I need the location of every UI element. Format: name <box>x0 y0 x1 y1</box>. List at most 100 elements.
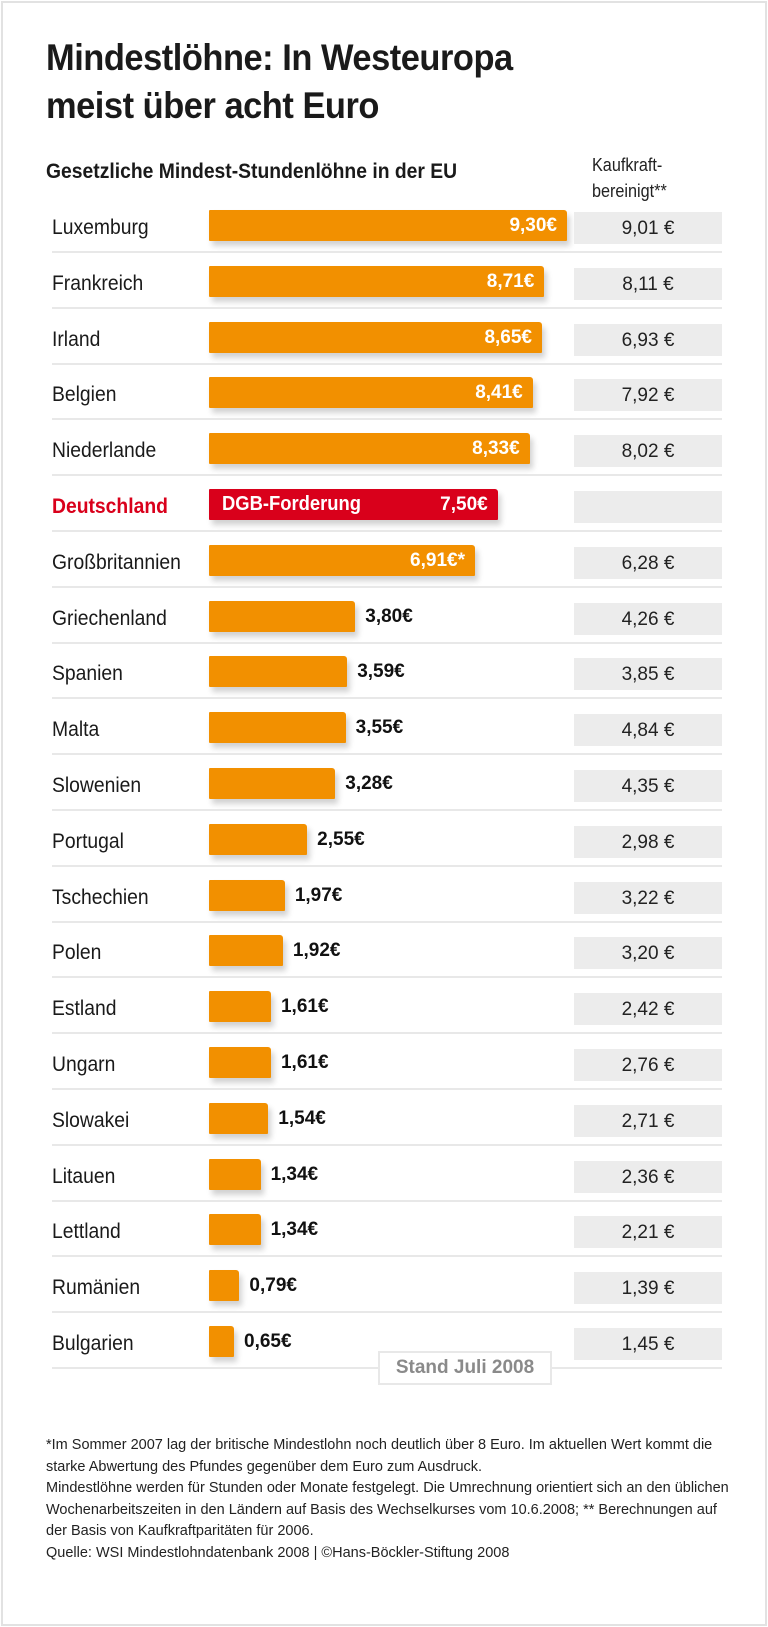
bar-row: Deutschland DGB-Forderung 7,50€ <box>0 480 768 536</box>
country-label: Tschechien <box>52 885 149 909</box>
country-label: Estland <box>52 997 117 1021</box>
ppp-value: 4,35 € <box>574 770 722 802</box>
row-separator <box>52 753 722 756</box>
bar <box>209 544 475 576</box>
ppp-value: 3,20 € <box>574 937 722 970</box>
value-label: 0,65€ <box>244 1331 292 1352</box>
ppp-value: 6,28 € <box>574 546 722 579</box>
row-separator <box>52 1255 722 1258</box>
chart-title: Mindestlöhne: In Westeuropa meist über a… <box>46 34 513 130</box>
bar <box>209 600 356 632</box>
bar-row: Großbritannien 6,91€* 6,28 € <box>0 536 768 592</box>
ppp-value: 2,71 € <box>574 1104 722 1137</box>
country-label: Spanien <box>52 662 123 686</box>
ppp-value: 1,45 € <box>574 1328 722 1360</box>
bar <box>209 1270 240 1302</box>
country-label: Litauen <box>52 1164 116 1188</box>
value-label: 1,61€ <box>280 996 329 1018</box>
row-separator <box>52 864 722 867</box>
value-label: 3,80€ <box>365 605 413 627</box>
country-label: Niederlande <box>52 439 157 463</box>
bar <box>209 321 542 353</box>
row-separator <box>52 418 722 421</box>
value-label: 8,65€ <box>484 326 532 348</box>
bar-row: Portugal 2,55€ 2,98 € <box>0 815 768 871</box>
bar <box>209 1214 261 1246</box>
bar-row: Spanien 3,59€ 3,85 € <box>0 647 768 703</box>
value-label: 1,61€ <box>280 1052 329 1073</box>
title-line-2: meist über acht Euro <box>46 85 379 126</box>
ppp-value: 1,39 € <box>574 1272 722 1305</box>
stand-label: Stand Juli 2008 <box>378 1351 552 1385</box>
value-label: 1,34€ <box>270 1219 319 1241</box>
ppp-value <box>574 491 722 523</box>
ppp-value: 3,85 € <box>574 658 722 691</box>
footnote-method: Mindestlöhne werden für Stunden oder Mon… <box>46 1480 729 1539</box>
country-label: Malta <box>52 718 100 742</box>
bar-row: Rumänien 0,79€ 1,39 € <box>0 1261 768 1317</box>
row-separator <box>52 530 722 532</box>
country-label: Griechenland <box>52 606 167 630</box>
country-label: Lettland <box>52 1220 121 1244</box>
bar-row: Griechenland 3,80€ 4,26 € <box>0 592 768 648</box>
bar <box>209 265 545 297</box>
value-label: 1,34€ <box>270 1163 319 1185</box>
row-separator <box>52 976 722 979</box>
ppp-header-line-1: Kaufkraft- <box>592 155 663 175</box>
row-separator <box>52 362 722 365</box>
country-label: Luxemburg <box>52 216 149 239</box>
country-label: Ungarn <box>52 1053 116 1076</box>
value-label: 1,97€ <box>294 884 343 906</box>
value-label: 8,71€ <box>486 270 535 292</box>
country-label: Rumänien <box>52 1276 141 1300</box>
bar <box>209 768 336 799</box>
country-label: Belgien <box>52 383 117 407</box>
bar-row: Estland 1,61€ 2,42 € <box>0 982 768 1038</box>
row-separator <box>52 920 722 923</box>
country-label: Slowenien <box>52 774 142 797</box>
ppp-value: 7,92 € <box>574 379 722 412</box>
bar-row: Polen 1,92€ 3,20 € <box>0 926 768 982</box>
bar-row: Niederlande 8,33€ 8,02 € <box>0 424 768 480</box>
bar-row: Ungarn 1,61€ 2,76 € <box>0 1038 768 1094</box>
bar <box>209 377 533 409</box>
value-label: 3,28€ <box>345 773 393 794</box>
bar <box>209 712 346 744</box>
bar-row: Tschechien 1,97€ 3,22 € <box>0 871 768 927</box>
country-label: Deutschland <box>52 495 168 518</box>
footnotes: *Im Sommer 2007 lag der britische Mindes… <box>46 1435 736 1564</box>
country-label: Slowakei <box>52 1108 130 1132</box>
bar <box>209 433 530 465</box>
bar-row: Belgien 8,41€ 7,92 € <box>0 368 768 424</box>
ppp-column-header: Kaufkraft- bereinigt** <box>592 152 667 204</box>
row-separator <box>52 809 722 811</box>
value-label: 1,54€ <box>278 1107 326 1129</box>
country-label: Polen <box>52 941 102 965</box>
value-label: 6,91€* <box>410 549 465 571</box>
bar <box>209 489 498 520</box>
row-separator <box>52 1311 722 1314</box>
ppp-value: 2,42 € <box>574 993 722 1026</box>
value-label: 8,41€ <box>475 382 523 404</box>
ppp-header-line-2: bereinigt** <box>592 181 667 201</box>
ppp-value: 2,98 € <box>574 825 722 858</box>
bar-row: Slowenien 3,28€ 4,35 € <box>0 759 768 815</box>
row-separator <box>52 697 722 700</box>
value-label: 3,59€ <box>357 661 405 683</box>
dgb-label: DGB-Forderung <box>222 493 362 515</box>
value-label: 7,50€ <box>440 494 488 515</box>
value-label: 9,30€ <box>509 215 557 236</box>
bar-row: Litauen 1,34€ 2,36 € <box>0 1150 768 1206</box>
row-separator <box>52 1199 722 1202</box>
row-separator <box>52 641 722 644</box>
row-separator <box>52 306 722 309</box>
country-label: Bulgarien <box>52 1332 134 1355</box>
bar-row: Slowakei 1,54€ 2,71 € <box>0 1094 768 1150</box>
chart-subtitle: Gesetzliche Mindest-Stundenlöhne in der … <box>46 160 458 183</box>
bar <box>209 879 285 911</box>
ppp-value: 6,93 € <box>574 323 722 356</box>
value-label: 2,55€ <box>317 828 365 850</box>
row-separator <box>52 1143 722 1146</box>
ppp-value: 4,84 € <box>574 714 722 747</box>
country-label: Irland <box>52 327 101 351</box>
